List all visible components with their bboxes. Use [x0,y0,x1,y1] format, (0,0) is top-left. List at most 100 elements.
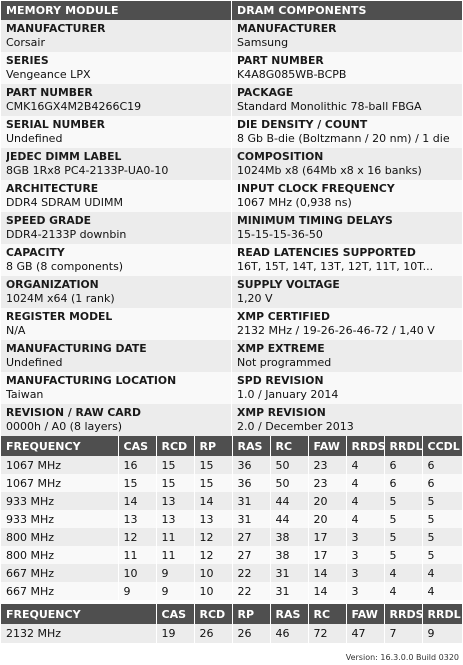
dram-input-clock-frequency-label: INPUT CLOCK FREQUENCY [237,182,395,195]
jedec-cell-frequency: 1067 MHz [1,456,118,474]
xmp-header-rp: RP [231,604,270,624]
dram-components-panel: DRAM COMPONENTS MANUFACTURER Samsung PART … [232,1,462,436]
jedec-cell-rrds: 3 [345,528,384,546]
dram-xmp-extreme-row: XMP EXTREME Not programmed [232,340,462,372]
dram-minimum-timing-delays-value: 15-15-15-36-50 [237,228,323,241]
module-organization-row: ORGANIZATION 1024M x64 (1 rank) [1,276,231,308]
xmp-timings-table: FREQUENCY CAS RCD RP RAS RC FAW RRDS RRDL 2132 M… [1,604,462,643]
jedec-header-rcd: RCD [155,436,194,456]
jedec-cell-rcd: 9 [155,564,194,582]
jedec-header-rp: RP [193,436,232,456]
jedec-cell-ras: 22 [231,564,270,582]
module-register-model-value: N/A [6,324,26,337]
jedec-cell-frequency: 800 MHz [1,528,118,546]
jedec-header-ras: RAS [231,436,270,456]
module-revision-raw-card-label: REVISION / RAW CARD [6,406,141,419]
jedec-cell-ccdl: 4 [421,564,462,582]
jedec-cell-rc: 50 [269,456,308,474]
dram-xmp-certified-label: XMP CERTIFIED [237,310,330,323]
jedec-cell-ras: 31 [231,510,270,528]
jedec-cell-ccdl: 6 [421,456,462,474]
table-row: 800 MHz 11 11 12 27 38 17 3 5 5 [1,546,462,564]
jedec-cell-ccdl: 5 [421,546,462,564]
jedec-cell-rrdl: 4 [383,564,422,582]
dram-xmp-certified-value: 2132 MHz / 19-26-26-46-72 / 1,40 V [237,324,435,337]
jedec-cell-cas: 16 [117,456,156,474]
module-series-value: Vengeance LPX [6,68,91,81]
jedec-header-cas: CAS [117,436,156,456]
jedec-timings-table: FREQUENCY CAS RCD RP RAS RC FAW RRDS RRDL CCDL 10… [1,436,462,600]
dram-components-header: DRAM COMPONENTS [232,1,462,20]
jedec-cell-rp: 14 [193,492,232,510]
dram-manufacturer-row: MANUFACTURER Samsung [232,20,462,52]
module-capacity-row: CAPACITY 8 GB (8 components) [1,244,231,276]
jedec-header-rc: RC [269,436,308,456]
module-architecture-value: DDR4 SDRAM UDIMM [6,196,123,209]
dram-xmp-revision-label: XMP REVISION [237,406,326,419]
dram-part-number-value: K4A8G085WB-BCPB [237,68,347,81]
module-jedec-dimm-label-row: JEDEC DIMM LABEL 8GB 1Rx8 PC4-2133P-UA0-1… [1,148,231,180]
dram-composition-value: 1024Mb x8 (64Mb x8 x 16 banks) [237,164,422,177]
dram-package-row: PACKAGE Standard Monolithic 78-ball FBGA [232,84,462,116]
dram-die-density-count-value: 8 Gb B-die (Boltzmann / 20 nm) / 1 die [237,132,450,145]
dram-part-number-label: PART NUMBER [237,54,324,67]
dram-xmp-certified-row: XMP CERTIFIED 2132 MHz / 19-26-26-46-72 /… [232,308,462,340]
module-part-number-value: CMK16GX4M2B4266C19 [6,100,142,113]
module-speed-grade-label: SPEED GRADE [6,214,92,227]
xmp-cell-rrds: 7 [383,624,422,643]
module-serial-number-row: SERIAL NUMBER Undefined [1,116,231,148]
xmp-header-rrds: RRDS [383,604,424,624]
dram-composition-row: COMPOSITION 1024Mb x8 (64Mb x8 x 16 banks… [232,148,462,180]
jedec-cell-frequency: 1067 MHz [1,474,118,492]
xmp-cell-rrdl: 9 [421,624,462,643]
jedec-cell-cas: 13 [117,510,156,528]
jedec-cell-frequency: 933 MHz [1,492,118,510]
jedec-cell-rc: 50 [269,474,308,492]
spd-report: MEMORY MODULE MANUFACTURER Corsair SERIES V… [1,1,462,643]
module-manufacturer-value: Corsair [6,36,45,49]
jedec-header-row: FREQUENCY CAS RCD RP RAS RC FAW RRDS RRDL CCDL [1,436,462,456]
module-jedec-dimm-label-value: 8GB 1Rx8 PC4-2133P-UA0-10 [6,164,169,177]
module-speed-grade-value: DDR4-2133P downbin [6,228,127,241]
dram-input-clock-frequency-value: 1067 MHz (0,938 ns) [237,196,352,209]
jedec-cell-ccdl: 5 [421,492,462,510]
module-organization-value: 1024M x64 (1 rank) [6,292,115,305]
table-row: 667 MHz 9 9 10 22 31 14 3 4 4 [1,582,462,600]
xmp-header-faw: FAW [345,604,384,624]
module-manufacturing-date-row: MANUFACTURING DATE Undefined [1,340,231,372]
jedec-cell-cas: 11 [117,546,156,564]
table-row: 933 MHz 14 13 14 31 44 20 4 5 5 [1,492,462,510]
jedec-cell-ccdl: 4 [421,582,462,600]
jedec-cell-rp: 15 [193,456,232,474]
jedec-cell-rp: 15 [193,474,232,492]
jedec-cell-rp: 12 [193,528,232,546]
jedec-cell-faw: 14 [307,582,346,600]
jedec-cell-rrds: 4 [345,474,384,492]
jedec-cell-rcd: 15 [155,474,194,492]
jedec-cell-rcd: 13 [155,492,194,510]
module-architecture-row: ARCHITECTURE DDR4 SDRAM UDIMM [1,180,231,212]
version-label: Version: 16.3.0.0 Build 0320 [345,653,459,662]
jedec-cell-frequency: 667 MHz [1,582,118,600]
jedec-cell-ras: 27 [231,528,270,546]
memory-module-header: MEMORY MODULE [1,1,231,20]
memory-module-panel: MEMORY MODULE MANUFACTURER Corsair SERIES V… [1,1,231,436]
dram-read-latencies-supported-label: READ LATENCIES SUPPORTED [237,246,416,259]
xmp-cell-rc: 72 [307,624,346,643]
xmp-cell-faw: 47 [345,624,384,643]
xmp-cell-ras: 46 [269,624,308,643]
dram-minimum-timing-delays-label: MINIMUM TIMING DELAYS [237,214,393,227]
jedec-cell-ccdl: 5 [421,528,462,546]
table-row: 1067 MHz 16 15 15 36 50 23 4 6 6 [1,456,462,474]
jedec-cell-cas: 15 [117,474,156,492]
jedec-cell-rc: 44 [269,510,308,528]
jedec-cell-frequency: 667 MHz [1,564,118,582]
jedec-cell-cas: 12 [117,528,156,546]
xmp-cell-rp: 26 [231,624,270,643]
jedec-cell-rrdl: 5 [383,510,422,528]
module-capacity-label: CAPACITY [6,246,65,259]
dram-spd-revision-label: SPD REVISION [237,374,324,387]
jedec-cell-faw: 17 [307,528,346,546]
jedec-cell-rrdl: 6 [383,474,422,492]
dram-manufacturer-value: Samsung [237,36,289,49]
